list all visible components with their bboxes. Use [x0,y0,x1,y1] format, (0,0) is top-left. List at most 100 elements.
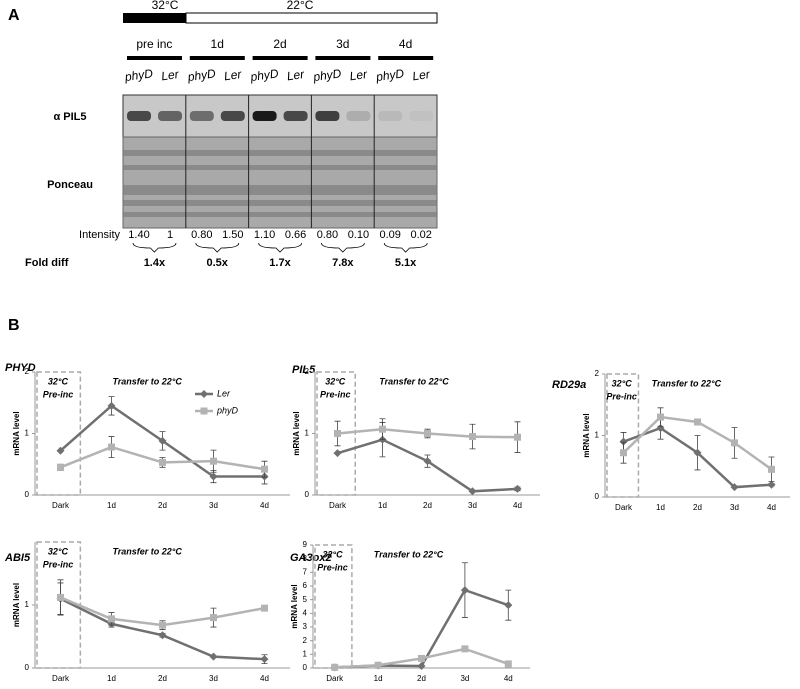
data-point [261,604,268,612]
data-point [731,439,738,447]
annotation: 32°C [48,546,69,556]
chart-title: GA3ox2 [290,552,332,564]
group-label: 4d [399,37,412,51]
x-tick-label: Dark [615,503,633,512]
brace [258,242,302,253]
blot-band [127,111,151,121]
group-bar [315,56,371,60]
annotation: 32°C [48,376,69,386]
data-point [423,457,432,466]
timeline-cool [185,12,438,24]
y-axis-label: mRNA level [290,584,299,628]
pre-inc-box [316,371,356,496]
y-tick-label: 1 [595,431,600,440]
y-tick-label: 0 [305,490,310,499]
y-tick-label: 6 [303,581,308,590]
panel-label: B [8,317,20,334]
annotation: Pre-inc [317,562,348,572]
intensity: 1.40 [128,229,149,241]
legend-marker [200,390,208,398]
annotation: Transfer to 22°C [112,376,182,386]
blot-band [315,111,340,121]
group-label: 1d [211,37,224,51]
data-point [56,446,65,455]
panel-label: A [8,7,20,24]
y-tick-label: 9 [303,540,308,549]
x-tick-label: 3d [460,674,469,683]
intensity: 0.10 [348,229,369,241]
data-point [260,655,269,664]
brace [383,242,428,253]
temperature: 22°C [287,0,314,12]
y-tick-label: 1 [305,429,310,438]
lane-label: Ler [412,67,432,83]
intensity: 1.50 [222,229,243,241]
legend-marker [200,407,208,415]
group-label: 2d [273,37,286,51]
data-point [469,433,476,441]
ponceau-band [123,185,437,195]
blot-band [189,111,214,121]
x-tick-label: 1d [656,503,665,512]
group-bar [252,56,308,60]
y-tick-label: 0 [303,663,308,672]
intensity: 1.10 [254,229,275,241]
data-point [767,480,776,489]
lane-label: Ler [286,67,306,83]
x-tick-label: 3d [468,501,477,510]
data-point [694,418,701,426]
y-tick-label: 3 [303,622,308,631]
group-label: 3d [336,37,349,51]
data-point [210,457,217,465]
x-tick-label: Dark [52,501,70,510]
annotation: 32°C [325,376,346,386]
x-tick-label: 2d [158,501,167,510]
fold-diff: 0.5x [206,257,228,269]
blot-band [252,111,277,121]
y-tick-label: 8 [303,554,308,563]
annotation: Pre-inc [320,389,351,399]
y-tick-label: 2 [25,367,30,376]
intensity: 0.80 [191,229,212,241]
data-point [108,615,115,623]
data-point [210,614,217,622]
temperature: 32°C [152,0,179,12]
intensity-label: Intensity [79,229,120,241]
x-tick-label: 3d [209,674,218,683]
y-axis-label: mRNA level [12,411,21,455]
x-tick-label: 3d [730,503,739,512]
x-tick-label: 4d [767,503,776,512]
brace [195,242,240,253]
y-tick-label: 0 [595,492,600,501]
data-point [657,413,664,421]
annotation: Pre-inc [43,389,74,399]
y-tick-label: 2 [303,636,308,645]
data-point [159,458,166,466]
intensity: 0.80 [317,229,338,241]
data-point [261,465,268,473]
data-point [159,621,166,629]
lane-label: phyD [123,66,154,84]
lane-label: phyD [249,66,280,84]
blot-band [158,111,182,121]
annotation: Transfer to 22°C [379,376,449,386]
blot-band [378,111,403,121]
group-label: pre inc [136,37,172,51]
y-tick-label: 0 [25,490,30,499]
y-tick-label: 7 [303,567,308,576]
x-tick-label: 1d [107,501,116,510]
group-bar [127,56,182,60]
lane-label: phyD [311,66,342,84]
data-point [468,487,477,496]
data-point [107,401,116,410]
data-point [424,430,431,437]
data-point [504,601,513,610]
annotation: Transfer to 22°C [374,549,444,559]
x-tick-label: 4d [504,674,513,683]
y-axis-label: mRNA level [292,411,301,455]
data-point [461,645,469,653]
blot-band [283,111,308,121]
row-label: α PIL5 [53,111,86,123]
annotation: 32°C [322,549,343,559]
